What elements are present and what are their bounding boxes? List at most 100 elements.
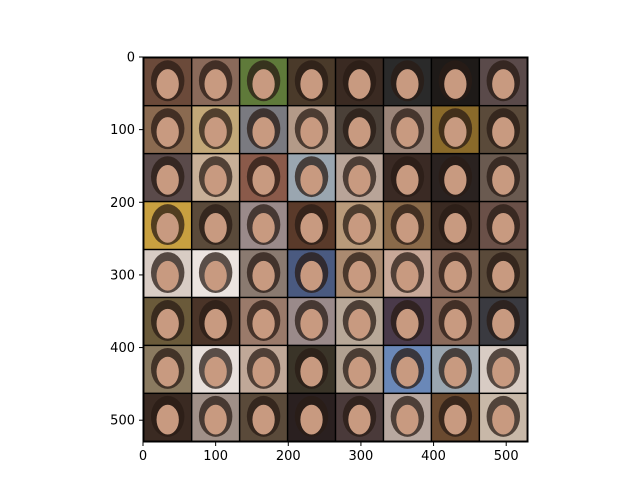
face-tile-r3-c6 — [384, 154, 431, 201]
face-shape — [348, 117, 371, 147]
face-shape — [300, 260, 323, 291]
face-shape — [492, 404, 515, 435]
face-tile-r2-c8 — [480, 106, 527, 153]
face-shape — [492, 117, 515, 147]
y-axis: 0 100 200 300 400 500 — [110, 51, 143, 429]
face-shape — [156, 117, 179, 147]
face-tile-r4-c6 — [384, 202, 431, 249]
face-shape — [492, 69, 515, 99]
face-shape — [204, 308, 227, 339]
face-tile-r1-c4 — [288, 58, 335, 105]
face-shape — [156, 356, 179, 387]
x-tick-label: 500 — [494, 449, 519, 464]
face-tile-r6-c8 — [480, 298, 527, 345]
face-tile-r6-c2 — [192, 298, 239, 345]
x-tick-label: 300 — [349, 449, 374, 464]
face-shape — [156, 308, 179, 339]
face-tile-r8-c6 — [384, 394, 431, 441]
face-tile-r6-c3 — [240, 298, 287, 345]
face-shape — [300, 69, 323, 99]
face-tile-r3-c8 — [480, 154, 527, 201]
face-tile-r8-c8 — [480, 394, 527, 441]
face-shape — [396, 69, 419, 99]
face-tile-r3-c4 — [288, 154, 335, 201]
face-shape — [348, 404, 371, 435]
face-tile-r1-c8 — [480, 58, 527, 105]
y-tick-label: 100 — [110, 123, 135, 138]
face-tile-r3-c5 — [336, 154, 383, 201]
face-shape — [396, 212, 419, 243]
x-tick-label: 100 — [203, 449, 228, 464]
face-tile-r4-c4 — [288, 202, 335, 249]
face-tile-r3-c2 — [192, 154, 239, 201]
face-tile-r2-c6 — [384, 106, 431, 153]
face-tile-r6-c5 — [336, 298, 383, 345]
face-tile-r4-c5 — [336, 202, 383, 249]
face-tile-r8-c4 — [288, 394, 335, 441]
face-shape — [252, 308, 275, 339]
face-tile-r1-c7 — [432, 58, 479, 105]
face-tile-r5-c1 — [144, 250, 191, 297]
face-tile-r2-c1 — [144, 106, 191, 153]
x-tick-label: 200 — [276, 449, 301, 464]
face-tile-r7-c4 — [288, 346, 335, 393]
face-tile-r3-c1 — [144, 154, 191, 201]
face-shape — [156, 165, 179, 195]
face-shape — [300, 212, 323, 243]
face-shape — [204, 404, 227, 435]
face-shape — [348, 165, 371, 195]
face-shape — [396, 308, 419, 339]
face-shape — [252, 404, 275, 435]
face-tile-r3-c7 — [432, 154, 479, 201]
x-axis: 0 100 200 300 400 500 — [139, 442, 519, 464]
face-tile-r7-c7 — [432, 346, 479, 393]
face-shape — [300, 117, 323, 147]
face-tile-r7-c3 — [240, 346, 287, 393]
face-shape — [204, 356, 227, 387]
face-shape — [444, 308, 467, 339]
face-shape — [348, 308, 371, 339]
x-tick-label: 0 — [139, 449, 147, 464]
face-shape — [300, 404, 323, 435]
face-shape — [204, 69, 227, 99]
face-tile-r2-c7 — [432, 106, 479, 153]
face-tile-r7-c2 — [192, 346, 239, 393]
face-tile-r8-c7 — [432, 394, 479, 441]
face-shape — [252, 69, 275, 99]
face-shape — [156, 212, 179, 243]
face-tile-r5-c3 — [240, 250, 287, 297]
face-tile-r7-c6 — [384, 346, 431, 393]
axes-frame — [142, 56, 529, 443]
face-shape — [444, 260, 467, 291]
face-tile-r8-c5 — [336, 394, 383, 441]
face-shape — [156, 404, 179, 435]
face-tile-r8-c3 — [240, 394, 287, 441]
face-tile-r6-c6 — [384, 298, 431, 345]
y-tick-label: 0 — [127, 51, 135, 66]
face-shape — [396, 356, 419, 387]
face-tile-r5-c6 — [384, 250, 431, 297]
face-tile-r2-c2 — [192, 106, 239, 153]
y-tick-label: 200 — [110, 196, 135, 211]
face-shape — [204, 212, 227, 243]
face-shape — [492, 165, 515, 195]
face-tile-r4-c1 — [144, 202, 191, 249]
face-shape — [252, 260, 275, 291]
face-tile-r7-c8 — [480, 346, 527, 393]
face-shape — [396, 117, 419, 147]
face-shape — [444, 404, 467, 435]
face-shape — [300, 308, 323, 339]
face-shape — [444, 165, 467, 195]
face-tile-r5-c5 — [336, 250, 383, 297]
face-tile-r4-c7 — [432, 202, 479, 249]
face-tile-r8-c2 — [192, 394, 239, 441]
face-tile-r1-c6 — [384, 58, 431, 105]
face-shape — [444, 212, 467, 243]
face-tile-r4-c8 — [480, 202, 527, 249]
face-tile-r6-c7 — [432, 298, 479, 345]
face-tile-r3-c3 — [240, 154, 287, 201]
face-shape — [348, 356, 371, 387]
face-shape — [396, 165, 419, 195]
face-shape — [252, 117, 275, 147]
face-tile-r5-c2 — [192, 250, 239, 297]
